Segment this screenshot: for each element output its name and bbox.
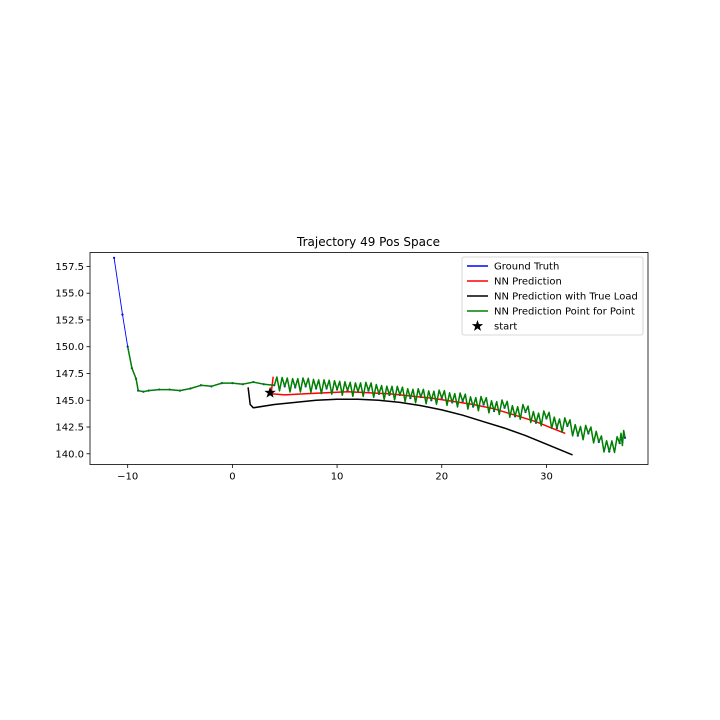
y-tick-label: 147.5 [55,369,84,380]
series-nn-prediction-with-true-load [247,387,573,456]
plot-frame [89,252,649,465]
legend-label: Ground Truth [494,262,559,273]
legend-label: NN Prediction Point for Point [494,307,635,318]
series-line [247,387,573,456]
x-tick-label: 20 [435,472,448,483]
legend-item-ground-truth: Ground Truth [467,262,559,273]
y-tick-label: 140.0 [55,449,84,460]
series-nn-prediction-point-for-point [126,346,626,454]
legend-label: NN Prediction [494,277,562,288]
legend-label: start [494,322,517,333]
x-tick-label: 0 [229,472,235,483]
x-axis: −10 0 10 20 30 [117,464,553,483]
data-point [121,313,124,316]
legend-item-nn-prediction-point-for-point: NN Prediction Point for Point [467,307,635,318]
series-line [126,346,626,454]
legend-box [461,256,644,336]
legend-star-icon [471,320,484,331]
y-tick-label: 152.5 [55,315,84,326]
y-tick-label: 155.0 [55,289,84,300]
y-tick-label: 145.0 [55,396,84,407]
marker-layer [264,386,276,398]
x-tick-label: −10 [117,472,138,483]
y-tick-label: 142.5 [55,423,84,434]
x-tick-label: 10 [331,472,344,483]
legend-item-start: start [471,320,517,333]
legend-item-nn-prediction: NN Prediction [467,277,562,288]
series-layer [112,256,627,456]
data-point [112,256,116,259]
start-marker [264,386,276,398]
x-tick-label: 30 [540,472,553,483]
y-tick-label: 150.0 [55,342,84,353]
y-axis: 140.0 142.5 145.0 147.5 150.0 152.5 155.0 157.5 [55,262,90,460]
y-tick-label: 157.5 [55,262,84,273]
legend: Ground Truth NN Prediction NN Prediction w… [461,256,644,336]
legend-label: NN Prediction with True Load [494,292,638,303]
chart-title: Trajectory 49 Pos Space [296,235,440,249]
legend-item-nn-prediction-with-true-load: NN Prediction with True Load [467,292,638,303]
